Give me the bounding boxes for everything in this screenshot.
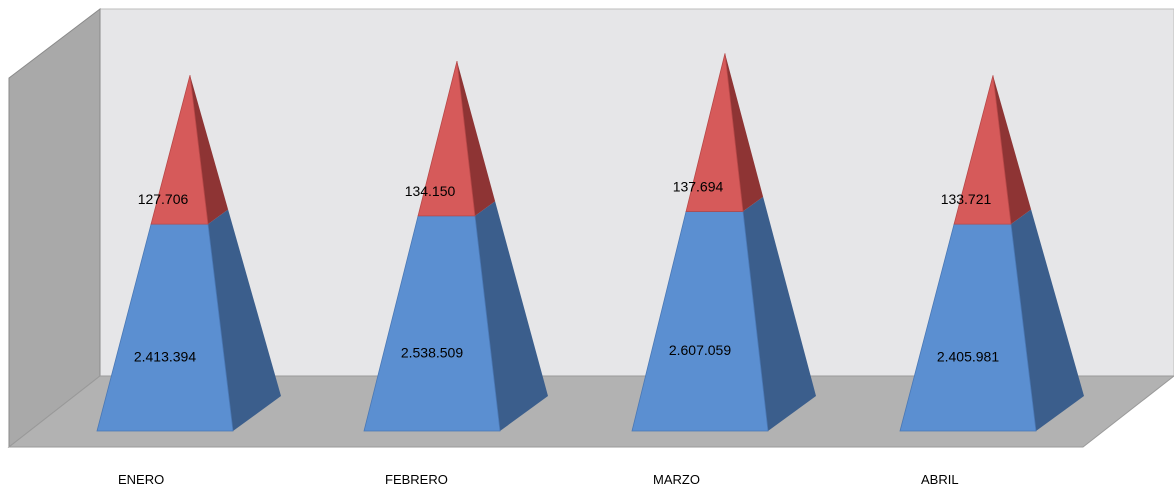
chart-walls <box>7 7 1174 449</box>
category-label: ENERO <box>118 472 164 487</box>
chart-floor <box>7 375 1174 448</box>
data-series-group: 2.413.394 127.706 2.538.509 134.150 2.607.05… <box>96 53 1084 432</box>
pyramid-abril: 2.405.981 133.721 <box>899 75 1084 432</box>
data-label-red: 134.150 <box>405 183 456 199</box>
pyramid-enero: 2.413.394 127.706 <box>96 75 281 432</box>
side-wall <box>8 7 101 449</box>
bar-red-side <box>725 53 764 212</box>
category-labels: ENERO FEBRERO MARZO ABRIL <box>118 472 959 487</box>
bar-blue-side <box>742 196 816 431</box>
bar-red-side <box>993 75 1032 225</box>
category-label: MARZO <box>653 472 700 487</box>
bar-blue-side <box>207 209 281 431</box>
data-label-blue: 2.405.981 <box>937 349 999 365</box>
pyramid-febrero: 2.538.509 134.150 <box>363 61 548 432</box>
bar-red-side <box>457 61 496 216</box>
data-label-blue: 2.607.059 <box>669 342 731 358</box>
bar-red <box>953 75 1012 225</box>
bar-red <box>685 53 744 212</box>
bar-red <box>417 61 476 217</box>
category-label: ABRIL <box>921 472 959 487</box>
category-label: FEBRERO <box>385 472 448 487</box>
data-label-red: 133.721 <box>941 191 992 207</box>
data-label-red: 127.706 <box>138 191 189 207</box>
data-label-red: 137.694 <box>673 178 724 194</box>
data-label-blue: 2.538.509 <box>401 344 463 360</box>
data-label-blue: 2.413.394 <box>134 349 196 365</box>
bar-red-side <box>190 75 229 225</box>
bar-blue-side <box>474 201 548 431</box>
bar-red <box>150 75 209 225</box>
pyramid-marzo: 2.607.059 137.694 <box>631 53 816 432</box>
bar-blue-side <box>1010 209 1084 431</box>
